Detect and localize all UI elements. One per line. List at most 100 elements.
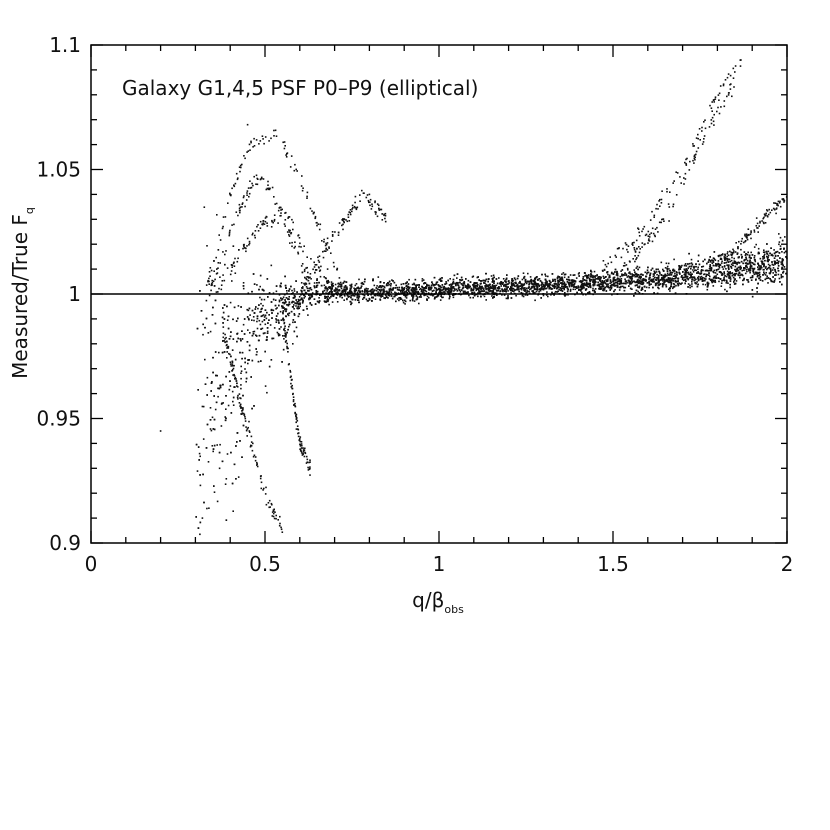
data-point [415,295,418,297]
data-point [497,287,499,289]
data-point [699,273,701,275]
data-point [681,277,684,279]
data-point [581,291,583,294]
data-point [601,287,603,290]
data-point [344,295,346,297]
data-point [603,280,606,282]
data-point [690,276,693,279]
data-point [296,291,298,293]
data-point [441,277,443,279]
data-point [708,259,710,262]
data-point [567,282,570,284]
data-point [433,276,436,279]
data-point [226,267,229,269]
data-point [658,287,660,290]
data-point [233,364,235,367]
data-point [528,290,530,293]
data-point [532,290,535,292]
data-point [727,282,729,284]
data-point [687,278,690,280]
data-point [244,368,246,370]
data-point [483,290,485,292]
data-point [507,290,509,292]
data-point [324,297,326,299]
data-point [337,292,340,294]
data-point [264,350,266,353]
data-point [336,288,339,290]
data-point [720,285,723,287]
data-point [365,290,367,292]
data-point [761,266,763,269]
data-point [344,291,347,294]
data-point [592,287,594,290]
data-point [256,315,259,317]
data-point [763,264,765,266]
data-point [603,287,606,289]
data-point [324,295,326,298]
data-point [532,291,534,293]
data-point [252,331,255,333]
data-point [601,280,603,282]
data-point [467,279,470,282]
data-point [765,271,767,274]
data-point [774,254,777,257]
data-point [257,360,260,363]
data-point [729,286,731,289]
data-point [780,276,783,279]
data-point [492,274,495,277]
data-point [446,291,449,293]
data-point [259,285,261,288]
data-point [391,279,393,281]
data-point [404,294,406,297]
data-point [498,287,501,290]
data-point [216,374,218,377]
data-point [348,291,350,293]
data-point [674,280,677,282]
data-point [559,289,562,292]
data-point [486,285,488,288]
data-point [504,288,506,290]
data-point [667,280,669,283]
data-point [231,360,234,363]
data-point [311,292,314,294]
data-point [219,386,222,389]
data-point [491,291,493,294]
data-point [723,278,725,281]
data-point [270,301,273,303]
data-point [493,292,495,294]
data-point [544,273,546,276]
data-point [536,284,539,286]
data-point [473,294,476,297]
data-point [572,288,575,291]
data-point [714,272,717,274]
data-point [523,277,525,279]
data-point [377,291,380,293]
data-point [697,279,700,282]
data-point [475,288,478,291]
data-point [434,297,436,299]
data-point [712,270,714,273]
data-point [782,270,785,273]
data-point [349,287,352,290]
data-point [510,292,512,294]
data-point [303,282,305,285]
data-point [568,278,570,281]
data-point [759,276,762,278]
data-point [421,289,423,291]
data-point [761,280,764,282]
data-point [729,272,732,275]
data-point [455,288,458,291]
data-point [602,285,605,287]
data-point [718,266,721,269]
data-point [554,280,557,283]
data-point [690,268,692,270]
data-point [664,267,667,269]
data-point [455,284,457,287]
data-point [293,301,295,303]
data-point [623,286,625,289]
data-point [781,259,784,262]
data-point [430,284,433,287]
data-point [653,270,656,273]
data-point [691,279,693,281]
data-point [465,291,468,294]
